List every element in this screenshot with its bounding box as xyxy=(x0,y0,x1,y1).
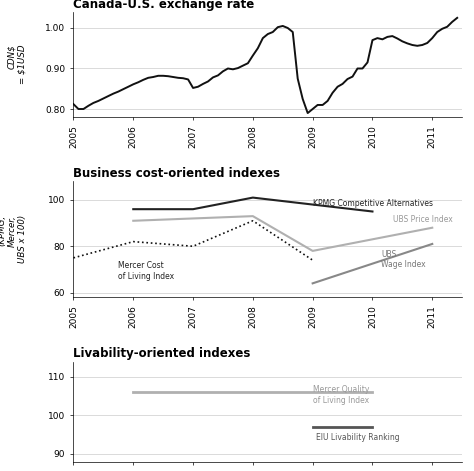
Y-axis label: CDN$
= $1USD: CDN$ = $1USD xyxy=(8,45,27,84)
Text: Mercer Cost
of Living Index: Mercer Cost of Living Index xyxy=(118,261,174,281)
Text: UBS
Wage Index: UBS Wage Index xyxy=(382,250,426,269)
Text: Livability-oriented indexes: Livability-oriented indexes xyxy=(73,347,251,360)
Text: UBS Price Index: UBS Price Index xyxy=(393,215,453,224)
Y-axis label: Score
(KPMG,
Mercer,
UBS x 100): Score (KPMG, Mercer, UBS x 100) xyxy=(0,215,27,263)
Text: EIU Livability Ranking: EIU Livability Ranking xyxy=(316,433,399,442)
Text: Canada-U.S. exchange rate: Canada-U.S. exchange rate xyxy=(73,0,255,11)
Text: KPMG Competitive Alternatives: KPMG Competitive Alternatives xyxy=(313,199,433,208)
Text: Mercer Quality
of Living Index: Mercer Quality of Living Index xyxy=(313,385,369,405)
Text: Business cost-oriented indexes: Business cost-oriented indexes xyxy=(73,167,281,180)
